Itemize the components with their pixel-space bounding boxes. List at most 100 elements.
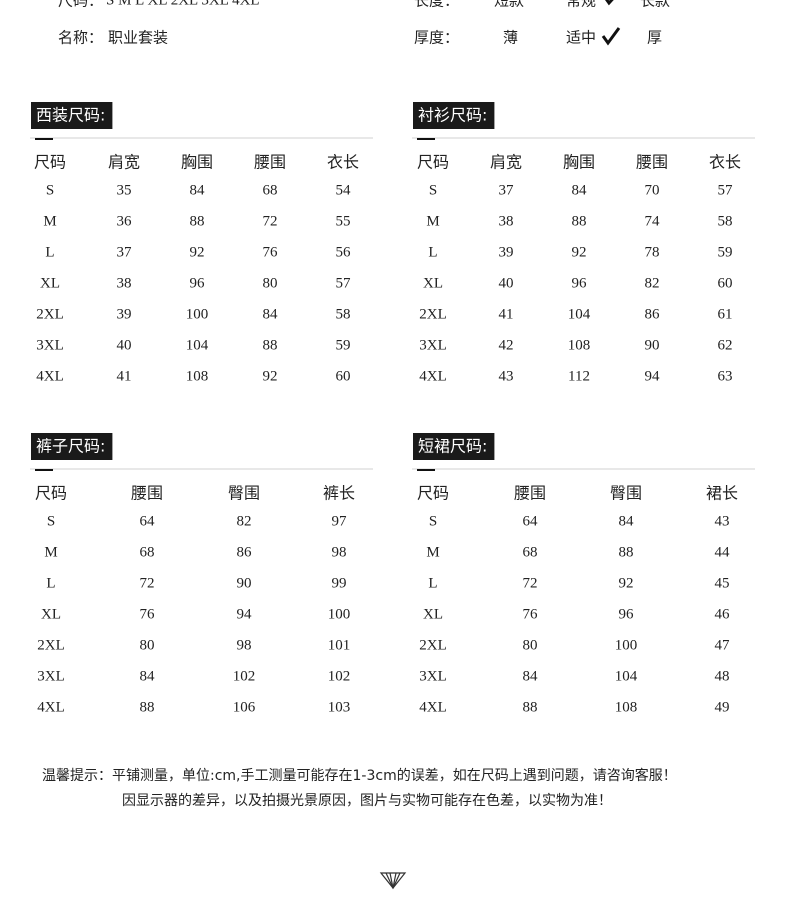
cell: 104 [186,337,209,353]
title-box [413,102,495,129]
cell: 37 [117,244,133,260]
cell: 100 [328,606,351,622]
cell: 68 [140,544,155,560]
cell: 68 [523,544,538,560]
cell: S [46,182,54,198]
title-box [31,433,113,460]
label: 厚度： [414,29,459,47]
cell: 108 [568,337,591,353]
cell: 94 [645,368,661,384]
option: 薄 [503,29,518,47]
cell: 3XL [36,337,64,353]
cell: 55 [336,213,351,229]
cell: L [428,244,437,260]
table-title: 衬衫尺码: [418,106,487,125]
cell: 102 [328,668,351,684]
cell: 84 [572,182,588,198]
cell: 88 [190,213,205,229]
note: 因显示器的差异，以及拍摄光景原因，图片与实物可能存在色差，以实物为准！ [122,792,612,809]
cell: 101 [328,637,351,653]
cell: 84 [263,306,279,322]
cell: 96 [190,275,206,291]
cell: 4XL [37,699,65,715]
table-title: 裤子尺码: [36,437,105,456]
column-header: 裤长 [323,484,355,503]
cell: 90 [645,337,660,353]
column-header: 肩宽 [108,153,140,172]
cell: 58 [718,213,733,229]
cell: 98 [237,637,252,653]
cell: L [45,244,54,260]
cell: 60 [336,368,351,384]
check-icon [601,27,621,46]
cell: 72 [140,575,155,591]
value: 职业套装 [108,29,168,47]
cell: 88 [263,337,278,353]
cell: 41 [499,306,514,322]
cell: 39 [499,244,514,260]
label: 名称： [58,29,103,47]
column-header: 臀围 [228,484,260,503]
cell: 59 [336,337,351,353]
cell: S [429,513,437,529]
cell: 96 [572,275,588,291]
cell: 108 [186,368,209,384]
cell: 49 [715,699,730,715]
cell: M [426,544,439,560]
cell: 38 [499,213,514,229]
cell: 2XL [36,306,64,322]
cell: 40 [117,337,132,353]
cell: 4XL [419,699,447,715]
cell: 84 [190,182,206,198]
cell: 100 [615,637,638,653]
cell: 92 [572,244,587,260]
cell: 94 [237,606,253,622]
cell: 72 [263,213,278,229]
cell: 88 [523,699,538,715]
cell: 35 [117,182,132,198]
cell: M [426,213,439,229]
cell: 54 [336,182,352,198]
cell: 82 [237,513,252,529]
cell: 43 [715,513,730,529]
cell: 86 [237,544,253,560]
column-header: 腰围 [131,484,163,503]
cell: L [428,575,437,591]
cell: M [43,213,56,229]
column-header: 腰围 [514,484,546,503]
option: 短款 [494,0,524,10]
option: 长款 [640,0,670,10]
cell: 41 [117,368,132,384]
cell: 3XL [37,668,65,684]
table-title: 西装尺码: [36,106,105,125]
cell: 74 [645,213,661,229]
label: 尺码： [58,0,103,10]
cell: 70 [645,182,660,198]
cell: 68 [263,182,278,198]
column-header: 尺码 [34,153,66,172]
column-header: 臀围 [610,484,642,503]
cell: 4XL [419,368,447,384]
cell: 90 [237,575,252,591]
column-header: 尺码 [417,484,449,503]
column-header: 胸围 [181,153,213,172]
cell: 36 [117,213,133,229]
cell: 57 [336,275,352,291]
option: 常规 [566,0,596,10]
cell: 48 [715,668,730,684]
cell: 80 [263,275,278,291]
cell: S [47,513,55,529]
cell: 60 [718,275,733,291]
cell: 2XL [37,637,65,653]
cell: 45 [715,575,730,591]
column-header: 衣长 [327,153,359,172]
cell: 46 [715,606,731,622]
cell: 88 [619,544,634,560]
cell: 82 [645,275,660,291]
cell: XL [423,606,443,622]
cell: 3XL [419,668,447,684]
cell: 84 [140,668,156,684]
cell: 2XL [419,637,447,653]
cell: 106 [233,699,256,715]
cell: 61 [718,306,733,322]
